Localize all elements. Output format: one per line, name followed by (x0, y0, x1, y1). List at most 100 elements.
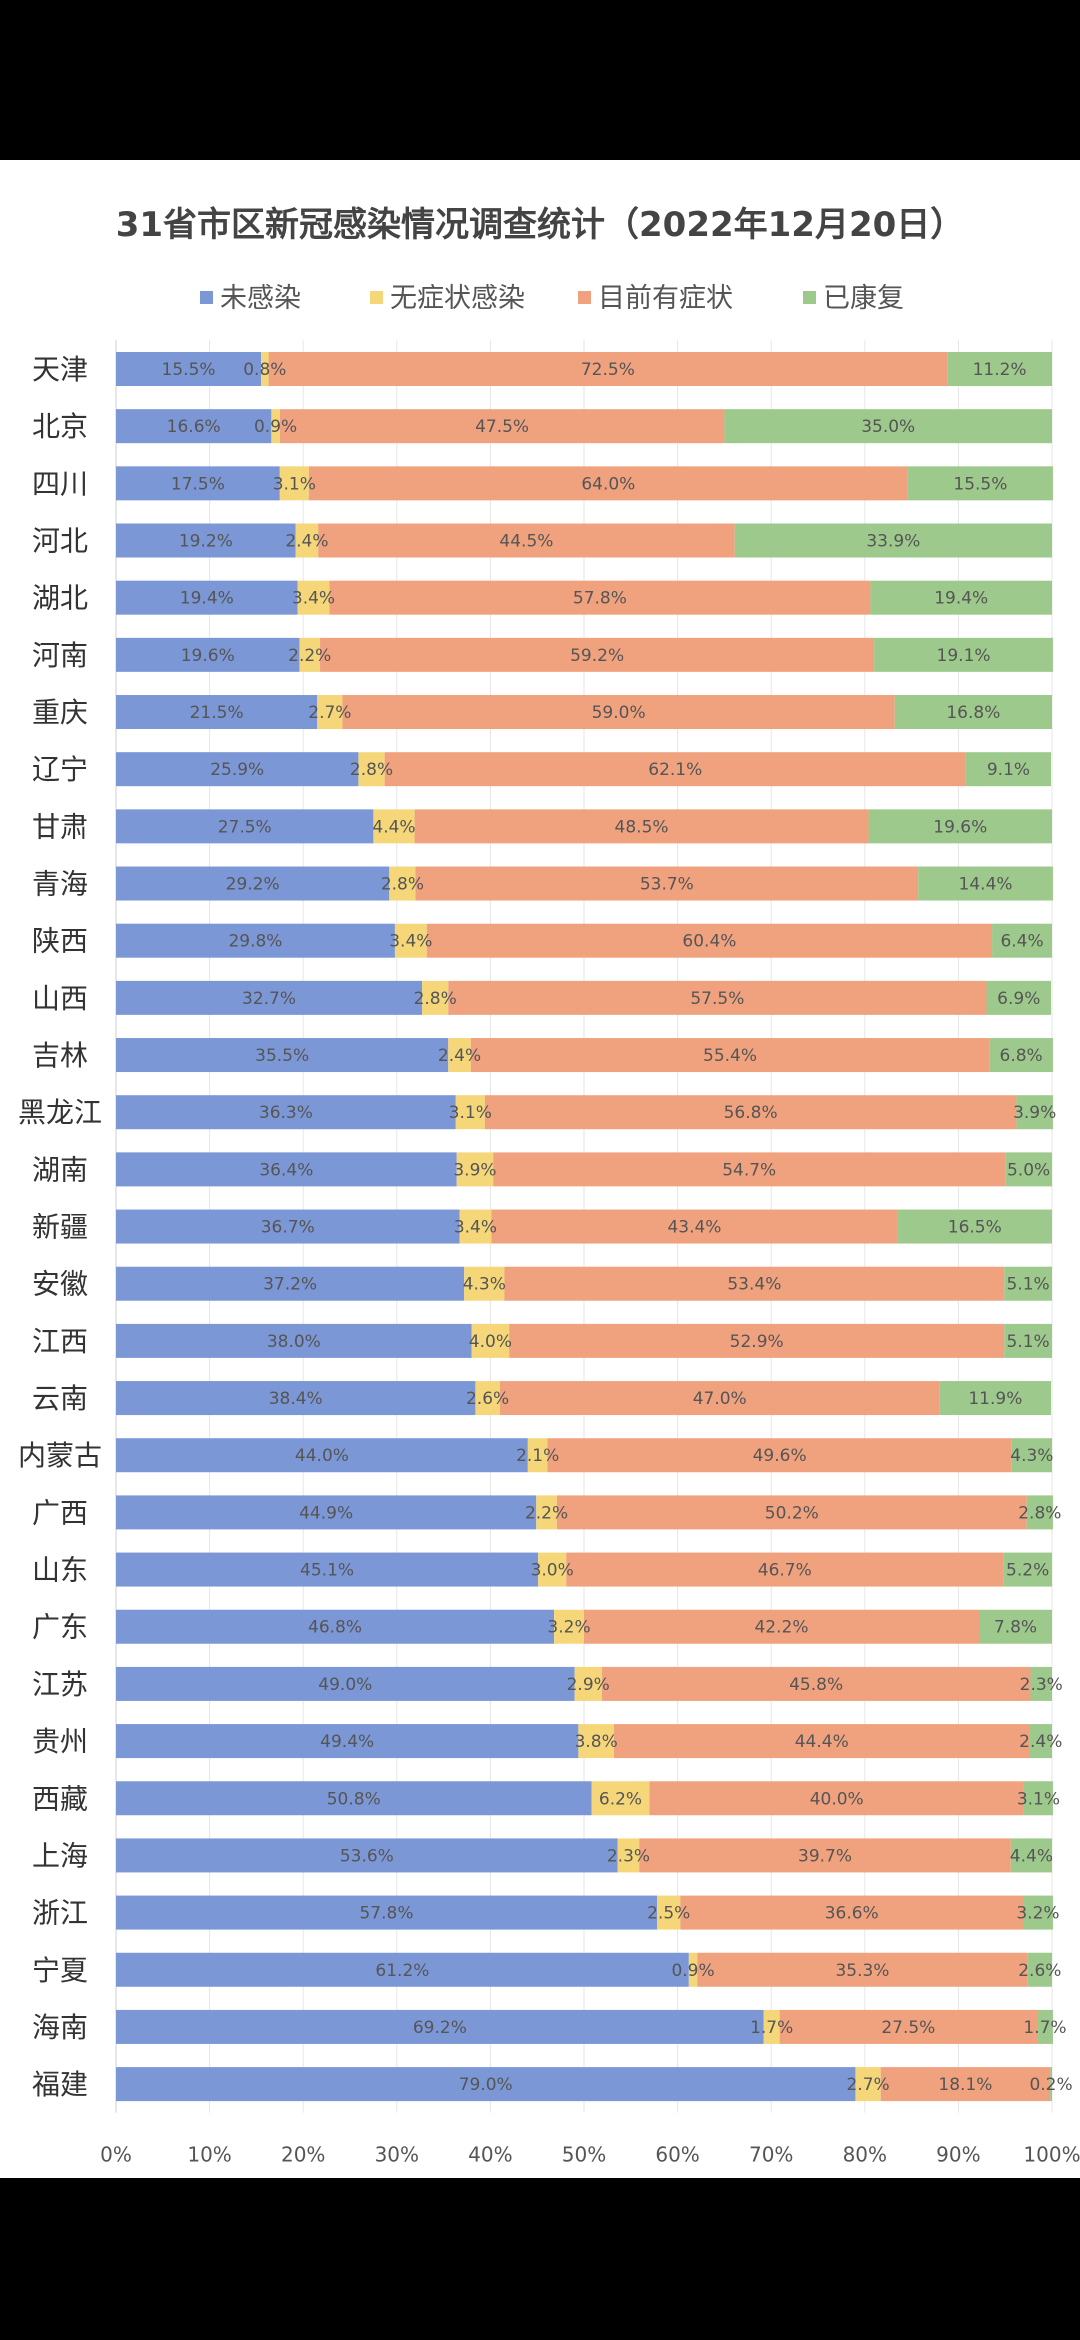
data-label: 50.2% (765, 1503, 819, 1523)
bar-segment (271, 409, 280, 444)
data-label: 6.2% (599, 1789, 642, 1809)
category-label: 天津 (32, 353, 88, 386)
x-tick-label: 80% (843, 2143, 887, 2167)
category-label: 辽宁 (32, 753, 88, 786)
data-label: 47.0% (693, 1389, 747, 1409)
bar-segment (426, 923, 993, 958)
data-label: 56.8% (724, 1103, 778, 1123)
bar-row: 46.8% 3.2% 42.2% 7.8% (116, 1609, 1052, 1644)
bar-row: 36.3% 3.1% 56.8% 3.9% (116, 1095, 1056, 1130)
bar-segment (464, 1266, 505, 1301)
data-label: 17.5% (171, 474, 225, 494)
data-label: 2.8% (381, 875, 424, 895)
bar-row: 61.2% 0.9% 35.3% 2.6% (116, 1952, 1061, 1987)
category-label: 内蒙古 (18, 1439, 102, 1472)
bar-segment (342, 695, 895, 730)
bar-segment (897, 1209, 1052, 1244)
bar-segment (329, 580, 871, 615)
bar-segment (358, 752, 385, 787)
bar-segment (1022, 1895, 1053, 1930)
data-label: 44.0% (295, 1446, 349, 1466)
data-label: 29.8% (228, 932, 282, 952)
x-tick-label: 50% (562, 2143, 606, 2167)
category-label: 海南 (32, 2011, 88, 2044)
data-label: 7.8% (994, 1618, 1037, 1638)
x-tick-label: 30% (375, 2143, 419, 2167)
bar-row: 53.6% 2.3% 39.7% 4.4% (116, 1838, 1053, 1873)
bar-segment (688, 1952, 698, 1987)
data-label: 4.4% (1010, 1846, 1053, 1866)
bar-segment (504, 1266, 1005, 1301)
bar-row: 17.5% 3.1% 64.0% 15.5% (116, 466, 1053, 501)
data-label: 19.2% (179, 532, 233, 552)
category-label: 江西 (32, 1325, 88, 1358)
data-label: 19.1% (937, 646, 991, 666)
data-label: 4.0% (469, 1332, 512, 1352)
bar-segment (116, 1895, 658, 1930)
stacked-bar-chart: 31省市区新冠感染情况调查统计（2022年12月20日） 未感染 无症状感染 目前有… (18, 205, 1080, 2167)
data-label: 52.9% (730, 1332, 784, 1352)
bar-row: 21.5% 2.7% 59.0% 16.8% (116, 695, 1052, 730)
category-label: 新疆 (32, 1211, 88, 1244)
bar-segment (415, 866, 919, 901)
bar-segment (657, 1895, 681, 1930)
category-label: 甘肃 (32, 810, 88, 843)
bar-segment (116, 523, 296, 558)
data-label: 2.1% (516, 1446, 559, 1466)
data-label: 6.8% (1000, 1046, 1043, 1066)
bar-segment (295, 523, 319, 558)
data-label: 2.8% (1018, 1503, 1061, 1523)
bar-segment (116, 866, 390, 901)
data-label: 57.8% (573, 589, 627, 609)
bar-segment (870, 580, 1052, 615)
bar-segment (1027, 1952, 1052, 1987)
bar-segment (116, 1781, 592, 1816)
data-label: 3.2% (1016, 1904, 1059, 1924)
data-label: 35.3% (835, 1961, 889, 1981)
bar-row: 38.0% 4.0% 52.9% 5.1% (116, 1323, 1052, 1358)
legend-swatch (803, 291, 816, 304)
data-label: 3.8% (575, 1732, 618, 1752)
data-label: 3.9% (453, 1160, 496, 1180)
data-label: 4.4% (372, 817, 415, 837)
bar-segment (992, 923, 1052, 958)
bar-segment (261, 352, 269, 386)
bar-segment (299, 637, 321, 672)
data-label: 33.9% (866, 532, 920, 552)
x-tick-label: 40% (468, 2143, 512, 2167)
data-label: 2.8% (414, 989, 457, 1009)
bar-segment (547, 1438, 1012, 1473)
bar-row: 16.6% 0.9% 47.5% 35.0% (116, 409, 1052, 444)
bar-row: 79.0% 2.7% 18.1% 0.2% (116, 2067, 1073, 2102)
data-label: 18.1% (938, 2075, 992, 2095)
bar-row: 19.6% 2.2% 59.2% 19.1% (116, 637, 1053, 672)
data-label: 16.6% (167, 417, 221, 437)
bar-segment (318, 523, 735, 558)
bar-segment (855, 2067, 881, 2102)
data-label: 38.4% (269, 1389, 323, 1409)
bar-row: 36.4% 3.9% 54.7% 5.0% (116, 1152, 1052, 1187)
bar-segment (116, 580, 298, 615)
bar-segment (556, 1495, 1027, 1530)
bar-segment (1050, 2067, 1052, 2102)
x-tick-label: 0% (100, 2143, 132, 2167)
category-label: 北京 (32, 410, 88, 443)
bar-segment (1029, 1724, 1052, 1759)
data-label: 49.4% (320, 1732, 374, 1752)
category-label: 吉林 (32, 1039, 88, 1072)
bar-segment (509, 1323, 1005, 1358)
data-label: 2.6% (1018, 1961, 1061, 1981)
data-label: 59.0% (592, 703, 646, 723)
data-label: 0.8% (243, 360, 286, 380)
bar-segment (116, 409, 272, 444)
bar-segment (978, 1609, 1052, 1644)
data-label: 6.9% (997, 989, 1040, 1009)
bar-segment (880, 2067, 1051, 2102)
chart-title: 31省市区新冠感染情况调查统计（2022年12月20日） (116, 205, 965, 245)
bar-segment (591, 1781, 650, 1816)
data-label: 53.4% (727, 1275, 781, 1295)
bar-segment (455, 1095, 485, 1130)
bar-segment (384, 752, 966, 787)
bar-segment (475, 1381, 500, 1416)
category-label: 江苏 (32, 1668, 88, 1701)
